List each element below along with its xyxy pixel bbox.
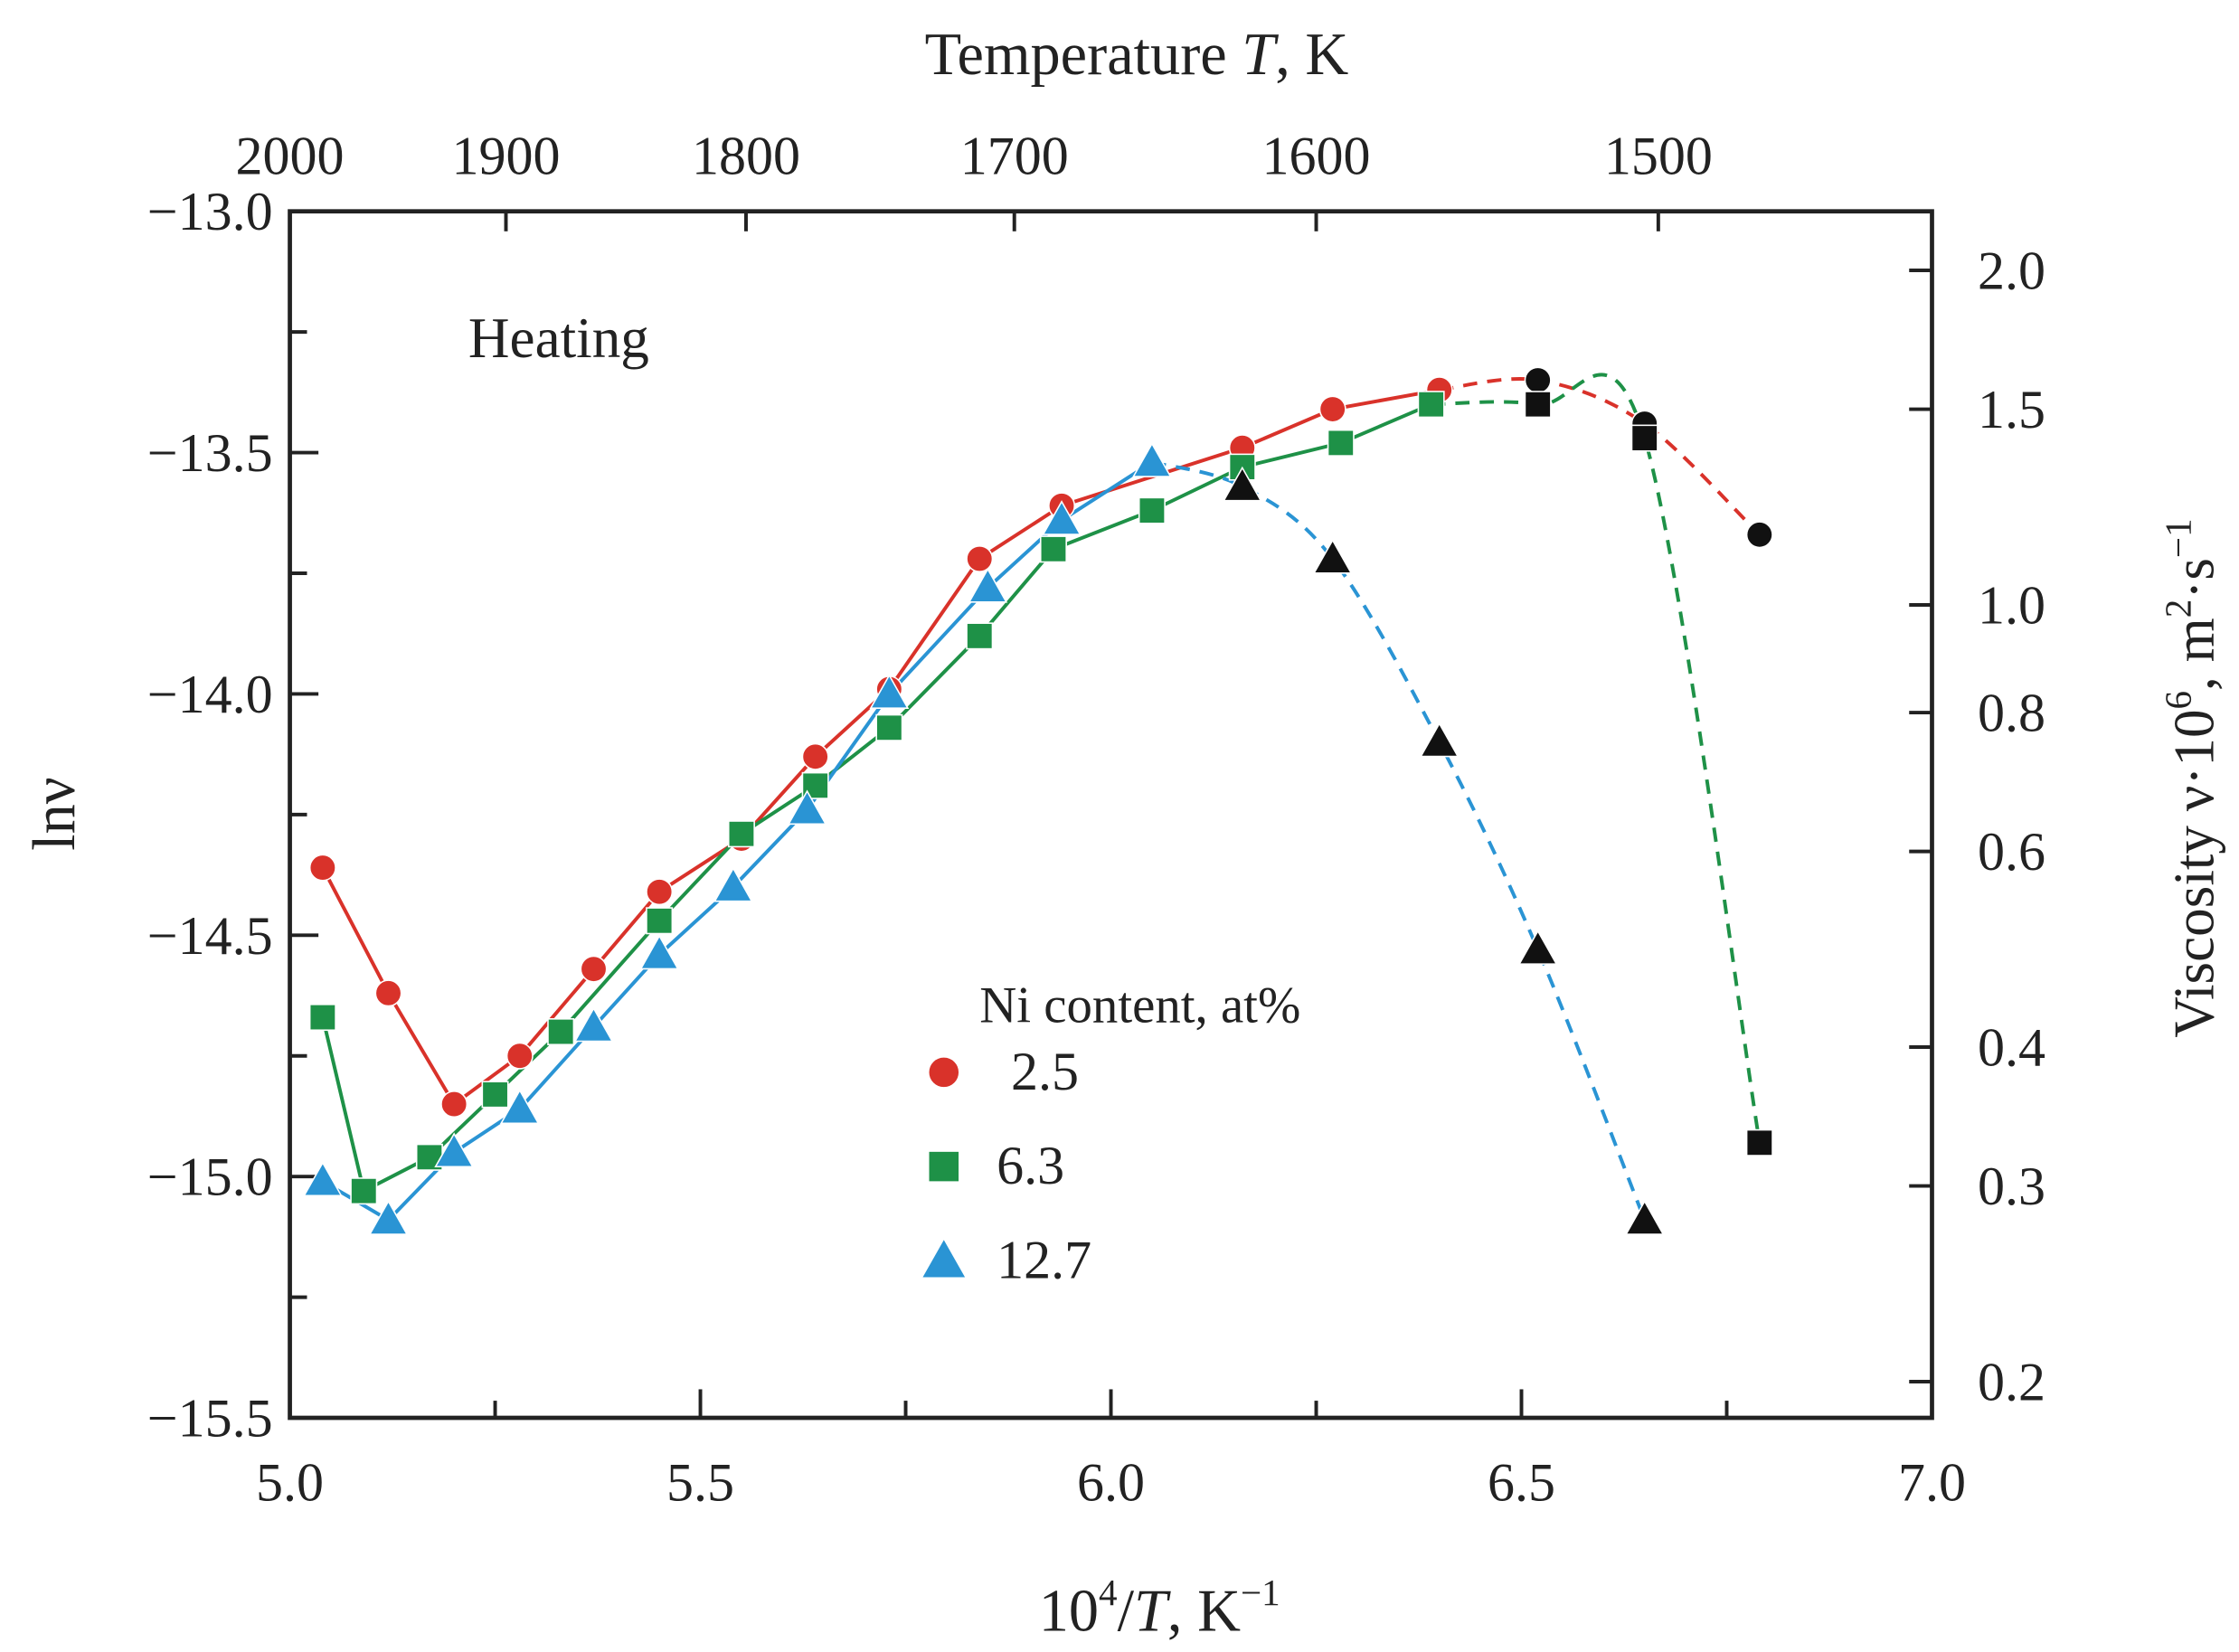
legend: Ni content, at% 2.5 6.3 12.7 bbox=[920, 977, 1300, 1289]
x-tick-label: 6.0 bbox=[1077, 1453, 1145, 1513]
data-point-12.7 bbox=[302, 1161, 343, 1197]
right-tick-label: 0.3 bbox=[1978, 1156, 2045, 1216]
series-dashed-line-6.3 bbox=[1431, 373, 1762, 1144]
right-tick-label: 1.0 bbox=[1978, 575, 2045, 635]
right-axis-title: Viscosity ν·106, m2·s−1 bbox=[2157, 518, 2225, 1037]
data-point-2.5 bbox=[966, 544, 994, 572]
data-point-dashed-12.7 bbox=[1222, 466, 1262, 502]
data-point-6.3 bbox=[727, 820, 755, 848]
top-tick-label: 2000 bbox=[236, 127, 345, 186]
data-point-12.7 bbox=[968, 567, 1008, 603]
data-point-6.3 bbox=[1039, 535, 1067, 563]
top-tick-label: 1800 bbox=[692, 127, 800, 186]
data-point-dashed-12.7 bbox=[1517, 930, 1558, 965]
data-point-6.3 bbox=[350, 1177, 378, 1205]
plot-frame bbox=[288, 209, 1934, 1421]
x-axis-title: 104/T, K−1 bbox=[1039, 1572, 1280, 1644]
data-point-12.7 bbox=[368, 1200, 409, 1235]
data-point-2.5 bbox=[1318, 395, 1346, 423]
data-point-6.3 bbox=[1327, 429, 1355, 457]
data-point-6.3 bbox=[481, 1081, 509, 1109]
right-tick-label: 2.0 bbox=[1978, 241, 2045, 301]
x-tick-label: 7.0 bbox=[1898, 1453, 1966, 1513]
y-tick-label: −15.0 bbox=[147, 1147, 273, 1207]
data-point-2.5 bbox=[505, 1042, 534, 1070]
y-tick-label: −15.5 bbox=[147, 1389, 273, 1449]
data-point-12.7 bbox=[499, 1089, 540, 1125]
data-point-12.7 bbox=[713, 866, 753, 902]
x-tick-label: 5.5 bbox=[666, 1453, 734, 1513]
y-tick-label: −13.0 bbox=[147, 182, 273, 241]
x-tick-label: 6.5 bbox=[1488, 1453, 1555, 1513]
data-point-12.7 bbox=[1042, 500, 1082, 535]
data-point-dashed-6.3 bbox=[1630, 424, 1658, 452]
legend-label-6.3: 6.3 bbox=[997, 1136, 1064, 1195]
legend-marker-2.5 bbox=[927, 1056, 960, 1089]
top-tick-label: 1600 bbox=[1262, 127, 1371, 186]
data-point-6.3 bbox=[308, 1004, 336, 1032]
data-point-2.5 bbox=[440, 1090, 468, 1119]
data-point-12.7 bbox=[573, 1006, 614, 1043]
data-point-dashed-12.7 bbox=[1419, 722, 1460, 758]
annotation-heating: Heating bbox=[468, 307, 649, 370]
data-point-12.7 bbox=[869, 674, 910, 710]
data-point-dashed-12.7 bbox=[1624, 1200, 1665, 1235]
data-point-2.5 bbox=[646, 878, 674, 906]
data-point-dashed-2.5 bbox=[1745, 521, 1773, 549]
data-point-12.7 bbox=[787, 789, 827, 826]
right-tick-label: 0.8 bbox=[1978, 684, 2045, 743]
series-line-6.3 bbox=[320, 402, 1432, 1194]
data-point-6.3 bbox=[547, 1018, 575, 1046]
legend-label-2.5: 2.5 bbox=[1011, 1042, 1079, 1101]
top-tick-label: 1700 bbox=[960, 127, 1069, 186]
data-point-2.5 bbox=[580, 955, 608, 983]
y-tick-label: −14.0 bbox=[147, 665, 273, 724]
data-point-dashed-2.5 bbox=[1524, 366, 1552, 394]
data-point-2.5 bbox=[308, 854, 336, 882]
y-axis-title: lnν bbox=[22, 777, 88, 851]
data-point-dashed-12.7 bbox=[1312, 538, 1353, 574]
legend-title: Ni content, at% bbox=[979, 977, 1300, 1034]
data-point-6.3 bbox=[1417, 391, 1445, 419]
data-point-2.5 bbox=[801, 742, 829, 770]
data-point-6.3 bbox=[875, 713, 903, 741]
data-point-dashed-6.3 bbox=[1524, 391, 1552, 419]
right-tick-label: 0.4 bbox=[1978, 1018, 2045, 1078]
data-point-12.7 bbox=[639, 934, 680, 970]
legend-marker-12.7 bbox=[920, 1237, 968, 1279]
y-tick-label: −13.5 bbox=[147, 423, 273, 483]
top-tick-label: 1500 bbox=[1604, 127, 1713, 186]
data-point-2.5 bbox=[374, 979, 402, 1007]
right-tick-label: 0.2 bbox=[1978, 1353, 2045, 1412]
right-tick-label: 1.5 bbox=[1978, 380, 2045, 439]
series-dashed-line-2.5 bbox=[1439, 377, 1762, 536]
data-point-6.3 bbox=[966, 622, 994, 650]
right-tick-label: 0.6 bbox=[1978, 822, 2045, 882]
data-point-12.7 bbox=[434, 1132, 475, 1168]
y-tick-label: −14.5 bbox=[147, 906, 273, 966]
data-point-6.3 bbox=[646, 907, 674, 935]
top-axis-title: Temperature T, K bbox=[925, 22, 1349, 88]
legend-marker-6.3 bbox=[927, 1150, 960, 1183]
data-point-6.3 bbox=[1138, 496, 1166, 524]
data-point-12.7 bbox=[1132, 442, 1172, 477]
series-dashed-line-12.7 bbox=[1151, 460, 1647, 1221]
legend-label-12.7: 12.7 bbox=[997, 1230, 1091, 1289]
top-tick-label: 1900 bbox=[451, 127, 560, 186]
x-tick-label: 5.0 bbox=[256, 1453, 324, 1513]
series-line-2.5 bbox=[321, 388, 1441, 1107]
data-point-dashed-6.3 bbox=[1745, 1128, 1773, 1156]
